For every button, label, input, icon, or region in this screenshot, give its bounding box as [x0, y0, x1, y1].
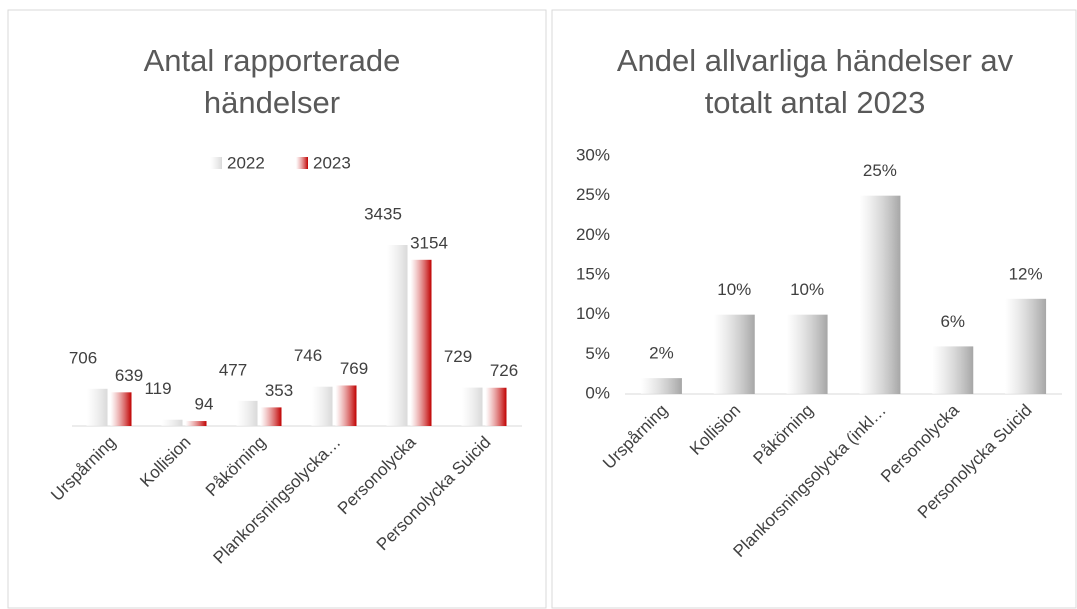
bar: [859, 195, 901, 394]
x-tick-label: Påkörning: [750, 401, 818, 469]
data-label: 746: [294, 346, 322, 365]
bar: [86, 388, 108, 426]
data-label: 726: [490, 361, 518, 380]
legend-swatch: [210, 157, 222, 169]
panel-border: [551, 9, 1077, 609]
data-label: 729: [444, 347, 472, 366]
y-tick-label: 0%: [585, 383, 610, 402]
x-tick-label: Urspårning: [47, 433, 119, 505]
legend-label: 2022: [227, 153, 265, 172]
bar: [640, 378, 682, 394]
y-tick-label: 30%: [576, 145, 610, 164]
bar: [485, 387, 507, 426]
y-tick-label: 20%: [576, 225, 610, 244]
x-tick-label: Urspårning: [599, 401, 671, 473]
data-label: 769: [340, 359, 368, 378]
x-tick-label: Påkörning: [202, 433, 270, 501]
bar: [386, 245, 408, 426]
data-label: 10%: [790, 280, 824, 299]
bar: [110, 392, 132, 426]
panel-border: [7, 9, 547, 609]
x-tick-label: Kollision: [686, 401, 744, 459]
data-label: 12%: [1009, 264, 1043, 283]
data-label: 639: [115, 366, 143, 385]
bar: [713, 314, 755, 394]
y-tick-label: 25%: [576, 185, 610, 204]
bar: [1005, 298, 1047, 394]
bar: [410, 259, 432, 426]
bar: [932, 346, 974, 394]
x-tick-label: Kollision: [136, 433, 194, 491]
data-label: 119: [144, 379, 171, 398]
legend-label: 2023: [313, 153, 351, 172]
bar: [185, 421, 207, 426]
y-tick-label: 15%: [576, 264, 610, 283]
bar: [236, 400, 258, 426]
chart-title: Antal rapporterade händelser: [143, 43, 401, 120]
chart-title: Andel allvarliga händelser av totalt ant…: [616, 43, 1014, 120]
y-tick-label: 10%: [576, 304, 610, 323]
data-label: 3154: [410, 233, 448, 252]
bar: [161, 419, 183, 426]
data-label: 94: [195, 395, 214, 414]
data-label: 2%: [649, 344, 674, 363]
x-tick-label: Plankorsningsolycka (inkl…: [729, 401, 889, 561]
legend-swatch: [296, 157, 308, 169]
y-tick-label: 5%: [585, 344, 610, 363]
bar: [260, 407, 282, 426]
bar: [461, 387, 483, 426]
data-label: 10%: [717, 280, 751, 299]
data-label: 3435: [364, 204, 402, 223]
data-label: 6%: [940, 312, 965, 331]
bar: [786, 314, 828, 394]
data-label: 25%: [863, 161, 897, 180]
x-tick-label: Plankorsningsolycka…: [209, 433, 344, 568]
data-label: 477: [219, 360, 247, 379]
bar: [311, 386, 333, 426]
bar: [335, 385, 357, 426]
data-label: 353: [265, 381, 293, 400]
data-label: 706: [69, 348, 97, 367]
